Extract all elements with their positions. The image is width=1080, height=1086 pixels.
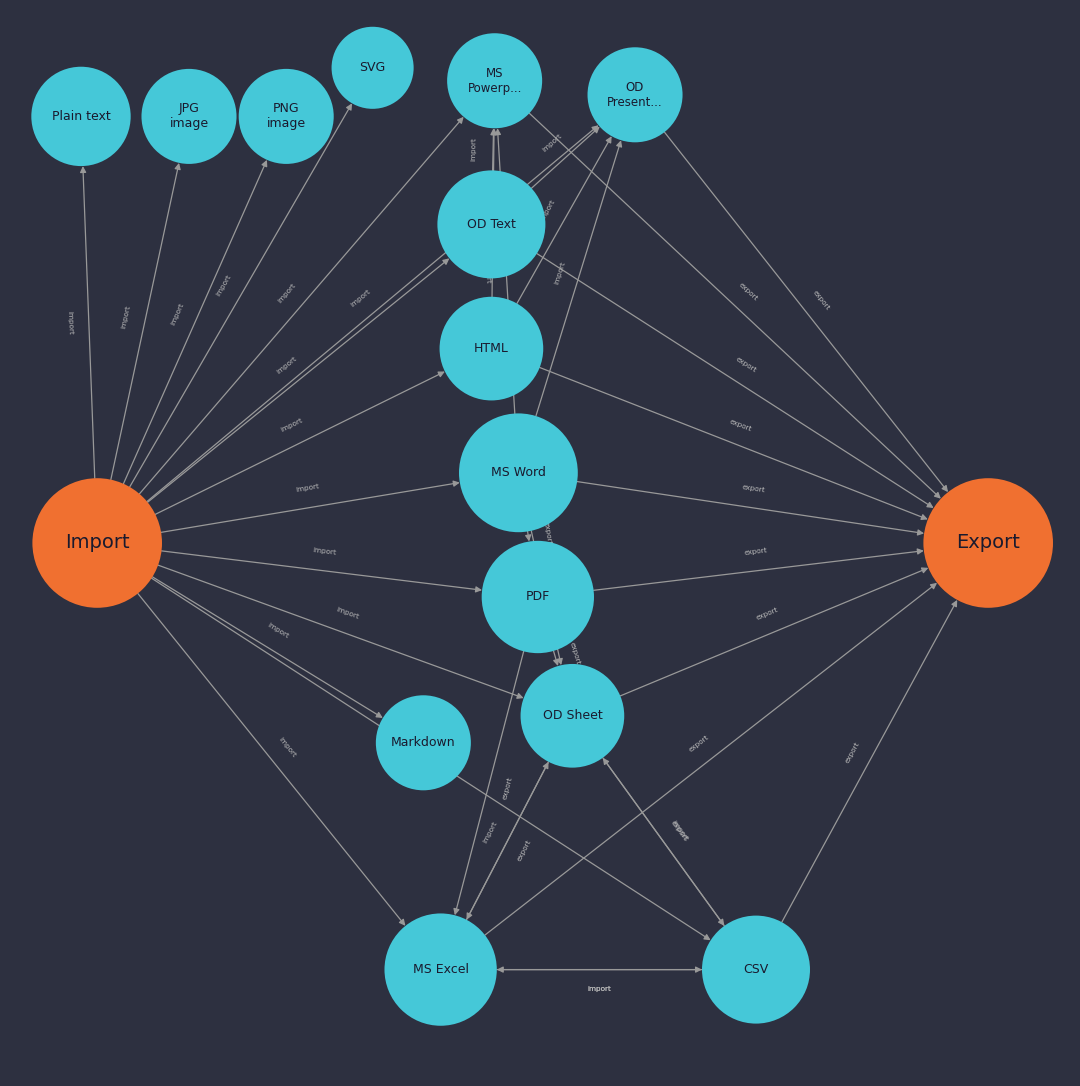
Text: export: export (729, 418, 753, 432)
Text: import: import (66, 311, 72, 334)
Text: PDF: PDF (526, 591, 550, 604)
Text: import: import (471, 200, 476, 224)
Text: import: import (482, 820, 499, 844)
Text: PNG
image: PNG image (267, 102, 306, 130)
Text: export: export (744, 547, 769, 556)
Circle shape (332, 27, 414, 109)
Text: import: import (409, 767, 432, 784)
Text: export: export (755, 607, 779, 621)
Text: JPG
image: JPG image (170, 102, 208, 130)
Text: import: import (539, 199, 556, 223)
Text: MS Excel: MS Excel (413, 963, 469, 976)
Text: import: import (170, 302, 185, 326)
Text: Markdown: Markdown (391, 736, 456, 749)
Text: import: import (335, 606, 360, 620)
Text: export: export (845, 740, 861, 763)
Circle shape (141, 68, 237, 164)
Text: CSV: CSV (743, 963, 769, 976)
Text: import: import (588, 986, 611, 992)
Text: import: import (471, 137, 477, 161)
Text: HTML: HTML (474, 342, 509, 355)
Text: OD Text: OD Text (467, 218, 516, 231)
Text: OD Sheet: OD Sheet (542, 709, 603, 722)
Circle shape (32, 478, 162, 608)
Circle shape (376, 695, 471, 791)
Text: import: import (275, 355, 297, 375)
Text: import: import (312, 546, 336, 556)
Text: Plain text: Plain text (52, 110, 110, 123)
Circle shape (588, 48, 683, 142)
Text: import: import (588, 986, 611, 992)
Text: export: export (502, 776, 514, 800)
Text: export: export (543, 521, 552, 545)
Text: import: import (276, 281, 297, 304)
Circle shape (447, 34, 542, 128)
Text: import: import (542, 132, 564, 153)
Text: import: import (266, 622, 289, 640)
Text: import: import (276, 736, 297, 759)
Text: Import: Import (65, 533, 130, 553)
Circle shape (482, 541, 594, 653)
Circle shape (437, 171, 545, 278)
Circle shape (384, 913, 497, 1026)
Text: Export: Export (956, 533, 1021, 553)
Circle shape (923, 478, 1053, 608)
Text: MS
Powerp...: MS Powerp... (468, 66, 522, 94)
Text: import: import (483, 260, 490, 285)
Text: SVG: SVG (360, 61, 386, 74)
Text: MS Word: MS Word (491, 466, 545, 479)
Text: export: export (734, 355, 757, 374)
Circle shape (459, 414, 578, 532)
Text: OD
Present...: OD Present... (607, 80, 663, 109)
Circle shape (521, 664, 624, 768)
Text: import: import (670, 819, 689, 842)
Circle shape (239, 68, 334, 164)
Circle shape (31, 66, 131, 166)
Text: import: import (295, 483, 320, 493)
Text: export: export (516, 838, 532, 861)
Text: import: import (215, 274, 232, 298)
Text: import: import (121, 305, 132, 329)
Text: export: export (742, 483, 766, 493)
Circle shape (440, 296, 543, 401)
Text: export: export (738, 281, 759, 302)
Text: import: import (349, 289, 372, 308)
Circle shape (702, 915, 810, 1024)
Text: import: import (280, 417, 303, 433)
Text: export: export (559, 582, 570, 606)
Text: import: import (554, 261, 566, 285)
Text: export: export (812, 289, 832, 312)
Text: export: export (670, 819, 689, 842)
Text: export: export (688, 734, 711, 754)
Text: export: export (568, 641, 581, 665)
